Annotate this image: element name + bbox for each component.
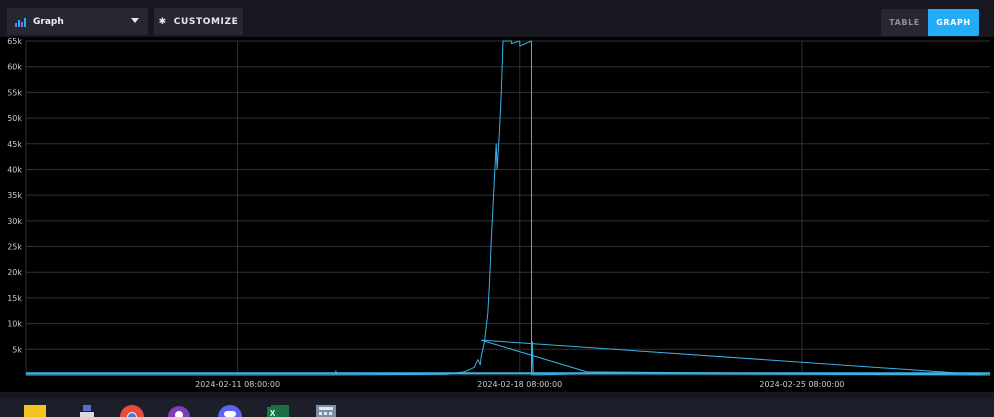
y-tick-label: 15k	[7, 294, 22, 303]
line-chart: 5k 10k 15k 20k 25k 30k 35k 40k 45k 50k 55k 60k 65k 20…	[7, 37, 991, 389]
y-tick-label: 55k	[7, 88, 22, 97]
svg-text:X: X	[270, 409, 276, 417]
y-tick-label: 25k	[7, 243, 22, 252]
y-tick-label: 50k	[7, 114, 22, 123]
customize-button[interactable]: ✱ CUSTOMIZE	[154, 8, 243, 35]
excel-icon[interactable]: X	[267, 405, 291, 417]
y-tick-label: 65k	[7, 37, 22, 46]
y-tick-label: 20k	[7, 268, 22, 277]
x-tick-label: 2024-02-11 08:00:00	[195, 380, 280, 389]
visualization-type-dropdown[interactable]: Graph	[7, 8, 148, 35]
calculator-icon[interactable]	[316, 405, 336, 417]
y-tick-label: 60k	[7, 63, 22, 72]
series-line	[481, 339, 987, 376]
view-toggle: TABLE GRAPH	[881, 9, 979, 36]
graph-view-button[interactable]: GRAPH	[928, 9, 979, 36]
table-view-button[interactable]: TABLE	[881, 9, 928, 36]
purple-app-icon[interactable]	[168, 405, 190, 417]
graph-icon	[15, 17, 26, 27]
customize-label: CUSTOMIZE	[173, 16, 239, 27]
cell-toolbar: Graph ✱ CUSTOMIZE TABLE GRAPH	[0, 0, 994, 44]
discord-icon[interactable]	[218, 405, 242, 417]
series-line	[26, 40, 991, 376]
visualization-type-label: Graph	[33, 16, 64, 27]
x-tick-label: 2024-02-18 08:00:00	[477, 380, 562, 389]
y-tick-label: 5k	[12, 345, 22, 354]
y-tick-label: 45k	[7, 140, 22, 149]
network-app-icon[interactable]	[80, 405, 94, 417]
graph-plot-area[interactable]: 5k 10k 15k 20k 25k 30k 35k 40k 45k 50k 55k 60k 65k 20…	[0, 37, 994, 392]
y-tick-label: 10k	[7, 320, 22, 329]
y-tick-label: 40k	[7, 165, 22, 174]
file-explorer-icon[interactable]	[24, 405, 46, 417]
y-tick-label: 30k	[7, 217, 22, 226]
gear-icon: ✱	[158, 16, 167, 27]
y-tick-label: 35k	[7, 191, 22, 200]
chrome-icon[interactable]	[120, 405, 144, 417]
x-tick-label: 2024-02-25 08:00:00	[759, 380, 844, 389]
os-taskbar: X	[0, 398, 994, 417]
chevron-down-icon	[131, 18, 139, 23]
